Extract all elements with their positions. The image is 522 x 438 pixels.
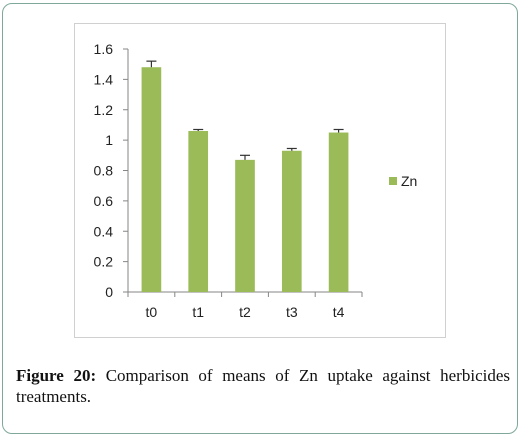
y-tick-label: 0.8 <box>94 163 114 179</box>
bar-t1 <box>188 131 209 292</box>
x-tick-label: t3 <box>286 304 298 320</box>
caption-text: Comparison of means of Zn uptake against… <box>16 366 510 406</box>
bar-t0 <box>141 67 162 292</box>
x-tick-label: t0 <box>146 304 158 320</box>
y-tick-label: 1 <box>105 132 113 148</box>
legend-swatch <box>389 177 397 185</box>
bar-t2 <box>235 159 255 292</box>
y-tick-label: 0.2 <box>94 254 114 270</box>
chart-area <box>74 23 446 338</box>
x-tick-label: t1 <box>192 304 204 320</box>
figure-caption: Figure 20: Comparison of means of Zn upt… <box>16 365 510 407</box>
figure-frame: Figure 20: Comparison of means of Zn upt… <box>2 3 518 434</box>
y-tick-label: 1.2 <box>94 102 114 118</box>
bar-t3 <box>281 150 302 292</box>
y-tick-label: 0 <box>105 284 113 300</box>
legend-label: Zn <box>401 173 417 189</box>
caption-label: Figure 20: <box>16 366 97 385</box>
y-tick-label: 1.6 <box>94 41 114 57</box>
x-tick-label: t4 <box>333 304 345 320</box>
x-tick-label: t2 <box>239 304 251 320</box>
y-tick-label: 1.4 <box>94 71 114 87</box>
y-tick-label: 0.4 <box>94 223 114 239</box>
y-tick-label: 0.6 <box>94 193 114 209</box>
bar-t4 <box>328 132 349 292</box>
